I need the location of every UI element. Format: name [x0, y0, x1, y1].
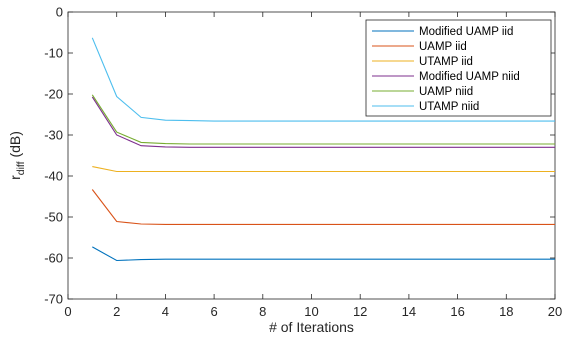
x-tick-label: 16 — [450, 304, 464, 319]
legend-entry: UAMP niid — [419, 86, 473, 98]
series-line-5 — [91, 94, 555, 145]
legend-entry: UAMP iid — [419, 41, 467, 53]
series-line-2 — [91, 189, 555, 225]
legend-entry: UTAMP iid — [419, 56, 473, 68]
series-line-3 — [92, 166, 555, 173]
x-axis-label: # of Iterations — [269, 319, 354, 335]
y-tick-label: -60 — [44, 251, 63, 266]
y-tick-label: 0 — [56, 5, 63, 20]
y-tick-label: -30 — [44, 128, 63, 143]
x-tick-label: 0 — [64, 304, 71, 319]
legend-entry: Modified UAMP iid — [419, 26, 513, 38]
series-line-6 — [91, 37, 555, 122]
x-tick-label: 20 — [548, 304, 562, 319]
legend-entry: Modified UAMP niid — [419, 71, 520, 83]
legend: Modified UAMP iid UAMP iid UTAMP iid Modifi… — [365, 19, 552, 117]
legend-box — [365, 19, 552, 117]
series-line-1 — [92, 246, 555, 262]
y-tick-label: -10 — [44, 46, 63, 61]
x-tick-label: 18 — [499, 304, 513, 319]
y-tick-label: -40 — [44, 169, 63, 184]
series-line-4 — [91, 96, 555, 148]
x-axis-ticks: 0 2 4 6 8 10 12 14 16 18 20 — [64, 12, 562, 319]
x-tick-label: 6 — [210, 304, 217, 319]
y-axis-label: rdiff (dB) — [7, 131, 27, 180]
y-tick-label: -20 — [44, 87, 63, 102]
y-axis-label-main: r — [7, 175, 23, 180]
y-axis-ticks: 0 -10 -20 -30 -40 -50 -60 -70 — [44, 5, 555, 307]
y-tick-label: -70 — [44, 292, 63, 307]
y-axis-label-unit: (dB) — [7, 131, 23, 161]
x-tick-label: 12 — [353, 304, 367, 319]
y-tick-label: -50 — [44, 210, 63, 225]
x-tick-label: 14 — [402, 304, 416, 319]
x-tick-label: 10 — [304, 304, 318, 319]
y-axis-label-subscript: diff — [15, 161, 27, 175]
x-tick-label: 2 — [113, 304, 120, 319]
x-tick-label: 4 — [162, 304, 169, 319]
x-tick-label: 8 — [259, 304, 266, 319]
series-lines — [91, 37, 555, 262]
legend-entry: UTAMP niid — [419, 101, 479, 113]
